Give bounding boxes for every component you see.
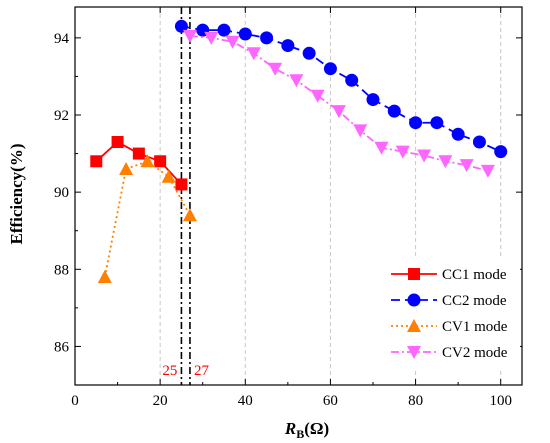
legend-label: CC1 mode xyxy=(442,267,507,283)
y-tick-label: 88 xyxy=(54,262,69,278)
plot-frame xyxy=(74,6,523,386)
data-point-cv2 xyxy=(395,145,410,159)
x-tick-label: 60 xyxy=(323,393,338,409)
data-point-cv2 xyxy=(310,89,325,103)
data-point-cv1 xyxy=(182,208,197,222)
data-point-cv2 xyxy=(225,35,240,49)
data-point-cv1 xyxy=(161,169,176,183)
data-point-cv2 xyxy=(246,47,261,61)
data-point-cc2 xyxy=(323,62,337,76)
data-point-cc2 xyxy=(430,116,444,130)
data-point-cc1 xyxy=(175,178,188,191)
data-point-cc2 xyxy=(409,116,423,130)
data-point-cc2 xyxy=(302,46,316,60)
data-point-cv2 xyxy=(182,29,197,43)
x-axis-title: RB(Ω) xyxy=(284,419,329,441)
data-point-cv2 xyxy=(289,74,304,88)
data-point-cv2 xyxy=(353,124,368,138)
legend-marker xyxy=(408,268,420,280)
y-axis-title: Efficiency(%) xyxy=(7,143,26,244)
data-point-cc2 xyxy=(217,23,231,37)
y-tick-label: 92 xyxy=(54,108,69,124)
legend-label: CC2 mode xyxy=(442,293,507,309)
x-tick-label: 20 xyxy=(153,393,168,409)
data-point-cv1 xyxy=(97,270,112,283)
series-line-cc2 xyxy=(181,25,502,153)
annotation-layer: 25 27 xyxy=(162,363,209,379)
data-point-cv1 xyxy=(119,162,134,175)
series-layer xyxy=(90,19,508,283)
annotation-label: 25 xyxy=(162,363,177,379)
legend-label: CV1 mode xyxy=(442,319,508,335)
data-point-cc2 xyxy=(366,93,380,107)
legend-marker xyxy=(407,293,421,307)
x-axis-title-main: R xyxy=(284,419,296,438)
data-point-cv1 xyxy=(140,154,155,168)
data-point-cc2 xyxy=(472,135,486,149)
x-tick-label: 0 xyxy=(71,393,79,409)
data-point-cc1 xyxy=(90,155,103,168)
legend-marker xyxy=(407,319,421,332)
data-point-cc1 xyxy=(154,155,167,168)
data-point-cv2 xyxy=(459,159,474,173)
data-point-cv2 xyxy=(417,149,432,163)
data-point-cc2 xyxy=(494,145,508,159)
series-line-cv2 xyxy=(189,35,489,172)
vline-layer xyxy=(180,7,191,385)
annotation-label: 27 xyxy=(194,363,210,379)
y-tick-label: 86 xyxy=(54,339,70,355)
data-point-cc1 xyxy=(111,136,124,148)
data-point-cv2 xyxy=(268,62,283,76)
axis-layer: 0 20 40 60 80 100 86 88 90 92 94 xyxy=(54,7,522,409)
data-point-cv2 xyxy=(331,105,346,119)
series-cv1 xyxy=(97,154,197,283)
data-point-cc2 xyxy=(238,27,252,41)
x-axis-title-sub: B xyxy=(296,427,304,441)
x-axis-title-unit: (Ω) xyxy=(304,419,329,438)
x-tick-label: 100 xyxy=(489,393,512,409)
x-tick-label: 40 xyxy=(238,393,253,409)
series-cv2 xyxy=(182,29,495,178)
series-cc2 xyxy=(174,19,508,159)
data-point-cc2 xyxy=(345,73,359,87)
y-tick-label: 90 xyxy=(54,185,69,201)
data-point-cv2 xyxy=(204,31,219,45)
data-point-cv2 xyxy=(438,155,453,169)
series-cc1 xyxy=(90,136,188,191)
x-tick-label: 80 xyxy=(408,393,423,409)
data-point-cc2 xyxy=(260,31,274,45)
legend: CC1 mode CC2 mode CV1 mode CV2 mode xyxy=(387,258,520,370)
data-point-cc2 xyxy=(387,104,401,118)
data-point-cc2 xyxy=(174,19,188,33)
y-tick-label: 94 xyxy=(54,31,70,47)
legend-marker xyxy=(407,346,421,359)
data-point-cv2 xyxy=(374,141,389,155)
data-point-cc2 xyxy=(451,127,465,141)
data-point-cc2 xyxy=(281,39,295,53)
data-point-cc1 xyxy=(132,147,145,160)
legend-label: CV2 mode xyxy=(442,345,508,361)
data-point-cv2 xyxy=(480,164,495,178)
